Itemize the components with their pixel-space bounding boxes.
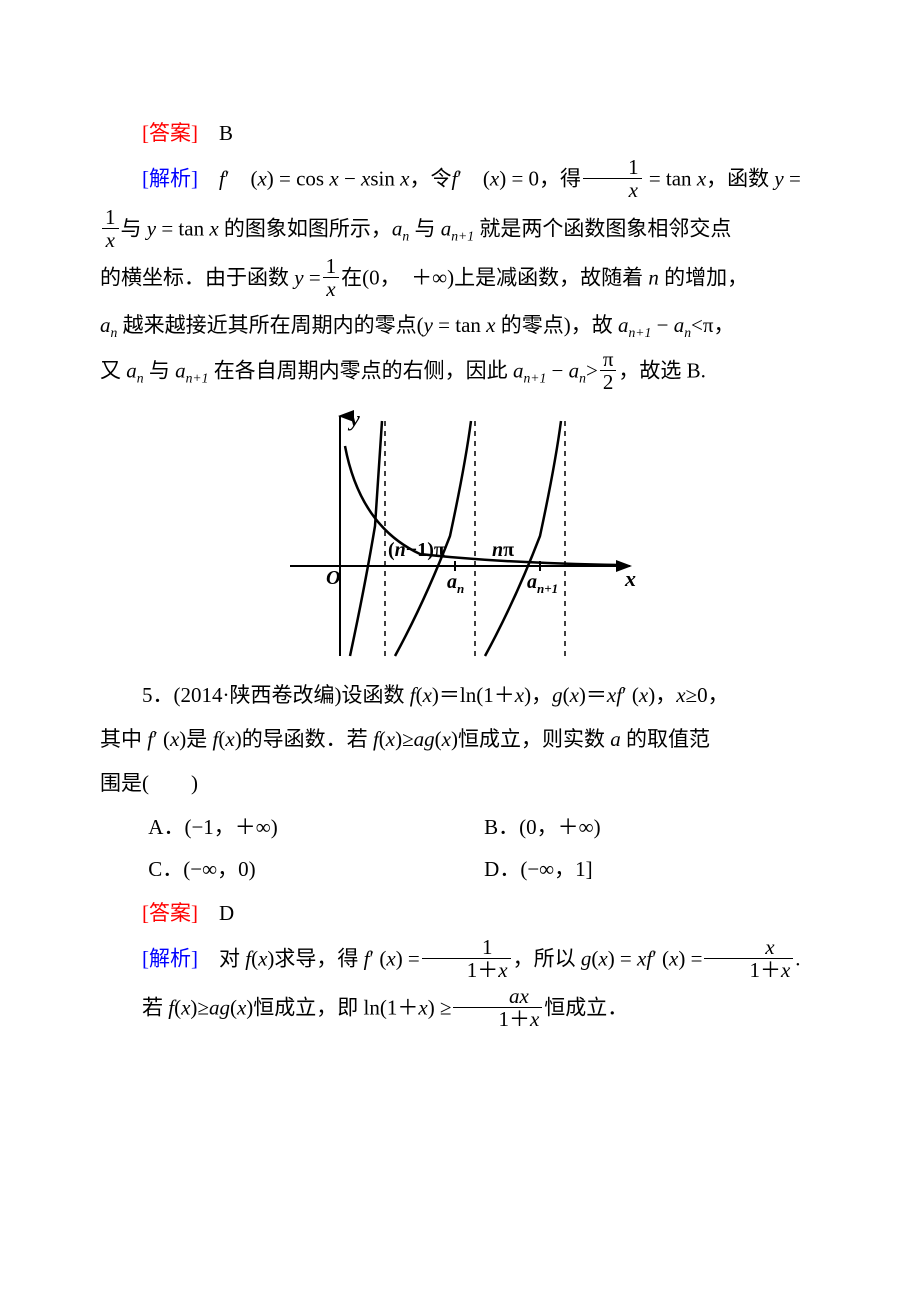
q5-option-b: B．(0，＋∞) [484, 808, 820, 848]
q5-option-c: C．(−∞，0) [148, 850, 484, 890]
q5-analysis-p2: 若 f(x)≥ag(x)恒成立，即 ln(1＋x) ≥ax1＋x恒成立． [100, 987, 820, 1032]
frac-x-over-1px: x1＋x [704, 936, 793, 981]
q4-analysis-p1: [解析] f′ (x) = cos x − xsin x，令f′ (x) = 0… [100, 158, 820, 203]
q5-answer: D [219, 901, 234, 925]
answer-label: [答案] [142, 901, 198, 925]
svg-text:an: an [447, 571, 464, 596]
q5-options-row2: C．(−∞，0) D．(−∞，1] [148, 850, 820, 890]
svg-text:x: x [624, 566, 636, 591]
svg-text:nπ: nπ [492, 539, 514, 561]
frac-1-over-1px: 11＋x [422, 936, 511, 981]
q5-option-d: D．(−∞，1] [484, 850, 820, 890]
svg-text:O: O [326, 567, 340, 589]
analysis-label: [解析] [142, 946, 198, 970]
q5-stem: 5．(2014·陕西卷改编)设函数 f(x)＝ln(1＋x)，g(x)＝xf′ … [100, 676, 820, 716]
q4-analysis-p4: an 越来越接近其所在周期内的零点(y = tan x 的零点)，故 an+1 … [100, 306, 820, 346]
q5-answer-line: [答案] D [100, 894, 820, 934]
frac-1-over-x: 1x [102, 206, 119, 251]
q5-options-row1: A．(−1，＋∞) B．(0，＋∞) [148, 808, 820, 848]
page: [答案] B [解析] f′ (x) = cos x − xsin x，令f′ … [0, 0, 920, 1302]
analysis-label: [解析] [142, 167, 198, 191]
q5-stem-b: 其中 f′ (x)是 f(x)的导函数．若 f(x)≥ag(x)恒成立，则实数 … [100, 720, 820, 760]
answer-label: [答案] [142, 121, 198, 145]
frac-1-over-x: 1x [323, 255, 340, 300]
svg-text:y: y [347, 406, 360, 431]
q5-number: 5． [142, 683, 174, 707]
q4-answer: B [219, 121, 233, 145]
svg-text:an+1: an+1 [527, 571, 558, 596]
q5-analysis-p1: [解析] 对 f(x)求导，得 f′ (x) =11＋x，所以 g(x) = x… [100, 938, 820, 983]
q4-analysis-p2: 1x与 y = tan x 的图象如图所示，an 与 an+1 就是两个函数图象… [100, 208, 820, 253]
q5-source: (2014·陕西卷改编) [174, 683, 342, 707]
frac-ax-over-1px: ax1＋x [453, 985, 542, 1030]
q5-option-a: A．(−1，＋∞) [148, 808, 484, 848]
q5-stem-c: 围是( ) [100, 764, 820, 804]
svg-text:(n−1)π: (n−1)π [388, 539, 445, 561]
q4-analysis-p3: 的横坐标．由于函数 y =1x在(0， ＋∞)上是减函数，故随着 n 的增加， [100, 257, 820, 302]
frac-pi-over-2: π2 [600, 348, 617, 393]
q4-analysis-p5: 又 an 与 an+1 在各自周期内零点的右侧，因此 an+1 − an>π2，… [100, 350, 820, 395]
frac-1-over-x: 1x [583, 156, 642, 201]
q4-figure: O x y (n−1)π nπ an an+1 [280, 406, 640, 666]
q4-answer-line: [答案] B [100, 114, 820, 154]
